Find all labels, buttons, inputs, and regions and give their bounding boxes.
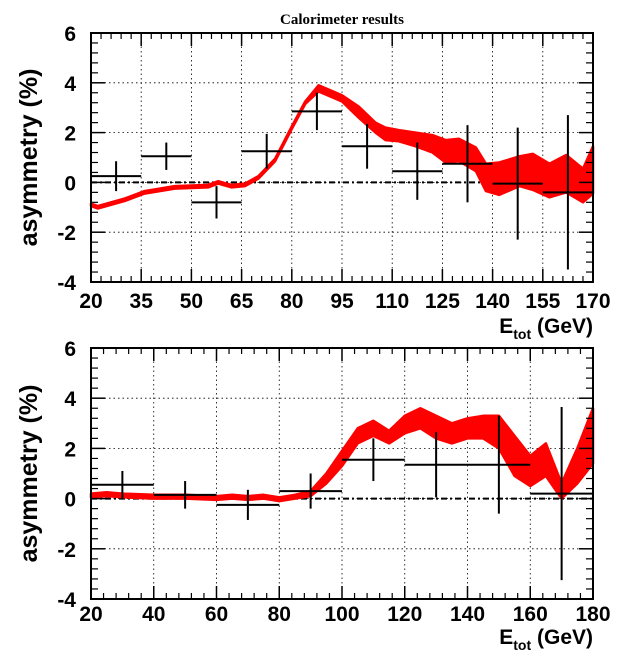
y-tick-label: 6 <box>64 338 76 361</box>
data-point <box>342 438 405 482</box>
x-axis-label-main: E <box>499 626 513 649</box>
data-point <box>91 470 154 499</box>
y-axis-label: asymmetry (%) <box>15 69 43 247</box>
x-tick-label: 80 <box>280 290 303 313</box>
x-tick-label: 40 <box>142 603 165 626</box>
y-tick-label: -2 <box>57 222 76 245</box>
data-point <box>342 123 393 169</box>
x-tick-label: 170 <box>575 290 610 313</box>
x-axis-label-unit: (GeV) <box>531 315 593 338</box>
x-axis-label: Etot (GeV) <box>499 315 593 342</box>
x-tick-label: 35 <box>130 290 154 313</box>
data-point <box>442 125 493 203</box>
y-tick-label: -2 <box>57 539 76 562</box>
data-point <box>191 186 242 219</box>
x-axis-label-sub: tot <box>513 326 531 342</box>
chart-panel-2: 20 40 60 80 100 120 140 160 180 -4 -2 0 2 4 6 asymmetry… <box>15 338 611 652</box>
data-point <box>216 489 280 520</box>
x-tick-label: 20 <box>79 290 102 313</box>
x-tick-label: 20 <box>79 603 102 626</box>
x-tick-label: 155 <box>525 290 560 313</box>
asymmetry-band <box>89 406 595 503</box>
x-tick-label: 50 <box>180 290 203 313</box>
y-tick-label: 4 <box>64 388 76 411</box>
x-tick-label: 140 <box>475 290 510 313</box>
data-point <box>141 142 192 170</box>
x-axis-label-sub: tot <box>513 637 531 652</box>
data-point <box>467 415 531 514</box>
x-axis-label-unit: (GeV) <box>531 626 593 649</box>
data-point <box>392 142 443 200</box>
y-tick-label: 2 <box>64 123 76 146</box>
x-tick-label: 80 <box>268 603 291 626</box>
x-tick-label: 110 <box>375 290 409 313</box>
y-tick-label: -4 <box>57 589 76 612</box>
data-point <box>542 115 593 270</box>
data-point <box>492 127 543 240</box>
x-tick-label: 120 <box>387 603 422 626</box>
chart-title: Calorimeter results <box>280 12 404 28</box>
x-tick-label: 60 <box>205 603 228 626</box>
grid <box>91 33 593 282</box>
y-axis-label: asymmetry (%) <box>15 385 43 563</box>
x-axis-label: Etot (GeV) <box>499 626 593 652</box>
x-tick-label: 125 <box>425 290 460 313</box>
x-tick-label: 180 <box>575 603 610 626</box>
grid <box>91 348 593 599</box>
y-tick-label: 6 <box>64 23 76 46</box>
data-point <box>530 406 593 581</box>
data-point <box>291 92 342 131</box>
x-tick-label: 65 <box>230 290 254 313</box>
y-tick-label: 4 <box>64 73 76 96</box>
data-point <box>404 432 468 498</box>
data-point <box>279 473 342 509</box>
y-tick-label: 0 <box>64 489 76 512</box>
plot-frame <box>90 32 594 283</box>
data-point <box>241 133 292 169</box>
plot-frame <box>90 347 594 600</box>
x-tick-label: 100 <box>324 603 359 626</box>
x-tick-label: 140 <box>450 603 485 626</box>
data-point <box>91 161 142 192</box>
x-axis-label-main: E <box>499 315 513 338</box>
x-tick-label: 95 <box>330 290 354 313</box>
y-tick-label: 0 <box>64 172 76 195</box>
y-tick-label: -4 <box>57 272 76 295</box>
data-point <box>153 481 217 509</box>
x-tick-label: 160 <box>513 603 548 626</box>
y-tick-label: 2 <box>64 438 76 461</box>
